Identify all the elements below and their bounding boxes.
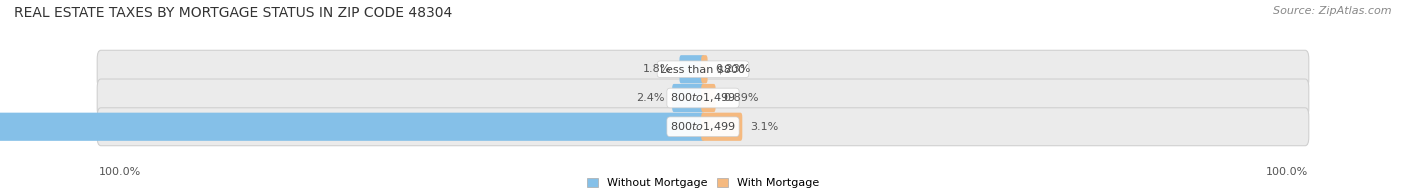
Text: 100.0%: 100.0% (98, 167, 141, 178)
FancyBboxPatch shape (0, 113, 704, 141)
Text: 0.23%: 0.23% (716, 64, 751, 74)
Text: 100.0%: 100.0% (1265, 167, 1308, 178)
Text: $800 to $1,499: $800 to $1,499 (671, 120, 735, 133)
FancyBboxPatch shape (97, 108, 1309, 146)
FancyBboxPatch shape (97, 50, 1309, 88)
Text: Less than $800: Less than $800 (661, 64, 745, 74)
FancyBboxPatch shape (97, 79, 1309, 117)
Legend: Without Mortgage, With Mortgage: Without Mortgage, With Mortgage (588, 178, 818, 189)
FancyBboxPatch shape (702, 113, 742, 141)
FancyBboxPatch shape (679, 55, 704, 83)
Text: REAL ESTATE TAXES BY MORTGAGE STATUS IN ZIP CODE 48304: REAL ESTATE TAXES BY MORTGAGE STATUS IN … (14, 6, 453, 20)
FancyBboxPatch shape (702, 84, 716, 112)
Text: Source: ZipAtlas.com: Source: ZipAtlas.com (1274, 6, 1392, 16)
FancyBboxPatch shape (702, 55, 707, 83)
Text: 0.89%: 0.89% (724, 93, 759, 103)
Text: 2.4%: 2.4% (636, 93, 664, 103)
Text: $800 to $1,499: $800 to $1,499 (671, 92, 735, 104)
Text: 3.1%: 3.1% (751, 122, 779, 132)
Text: 1.8%: 1.8% (643, 64, 672, 74)
FancyBboxPatch shape (672, 84, 704, 112)
